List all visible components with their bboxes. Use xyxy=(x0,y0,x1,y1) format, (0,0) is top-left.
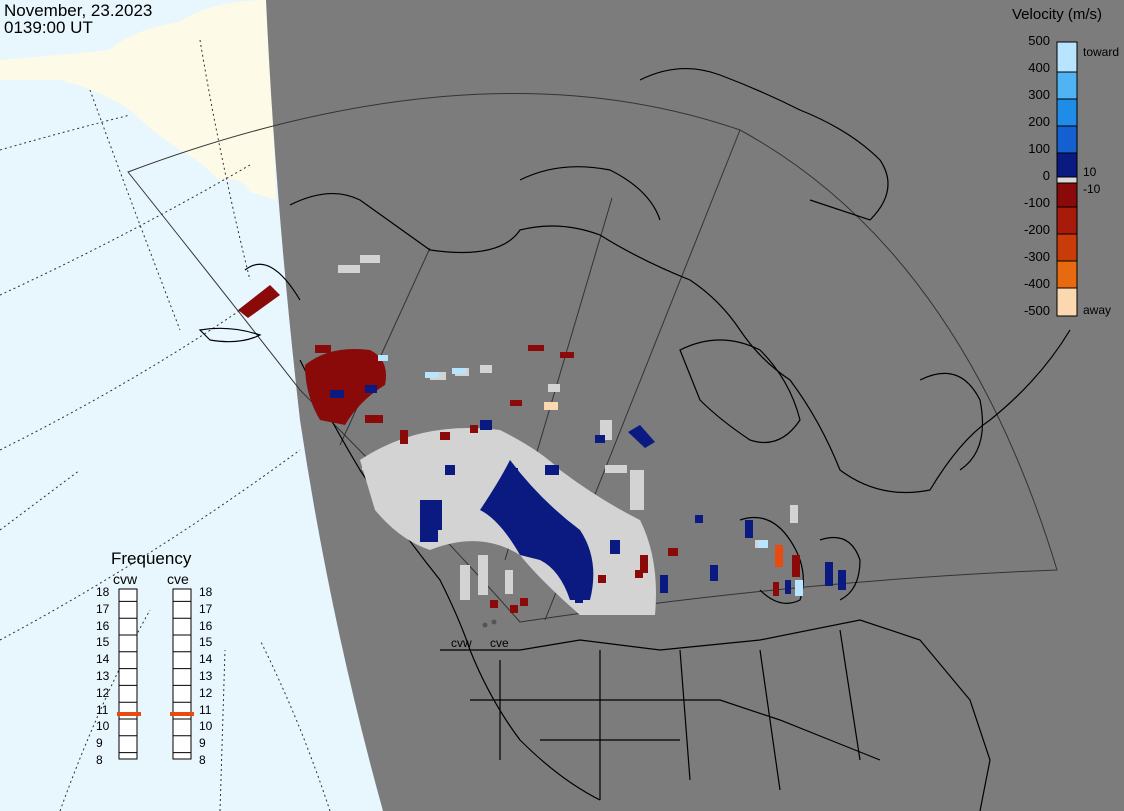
legend-neg-threshold: -10 xyxy=(1083,182,1101,196)
timestamp-date: November, 23.2023 xyxy=(4,1,153,20)
frequency-panel-cvw xyxy=(118,588,138,760)
legend-tick: -400 xyxy=(1023,276,1050,291)
legend-tick: 100 xyxy=(1028,141,1050,156)
frequency-radar-cvw: cvw xyxy=(113,571,138,587)
graticule xyxy=(0,39,331,811)
frequency-radar-cve: cve xyxy=(167,571,189,587)
legend-tick: 500 xyxy=(1028,33,1050,48)
echoes-light-toward xyxy=(378,355,803,596)
echo-orange xyxy=(775,545,783,567)
frequency-marker-cvw xyxy=(117,712,141,716)
frequency-tick-left: 17 xyxy=(96,601,110,616)
frequency-tick-right: 9 xyxy=(199,736,206,751)
frequency-tick-right: 17 xyxy=(199,601,213,616)
legend-pos-threshold: 10 xyxy=(1083,165,1097,179)
legend-title: Velocity (m/s) xyxy=(1012,6,1103,23)
legend-tick: 400 xyxy=(1028,60,1050,75)
legend-tick: -500 xyxy=(1023,303,1050,318)
legend-tick: -100 xyxy=(1023,195,1050,210)
frequency-tick-left: 18 xyxy=(96,585,110,599)
legend-tick: 300 xyxy=(1028,87,1050,102)
frequency-tick-left: 15 xyxy=(96,635,110,650)
frequency-tick-left: 16 xyxy=(96,618,110,633)
echoes-toward xyxy=(330,385,846,603)
frequency-tick-right: 12 xyxy=(199,685,213,700)
legend-tick: -200 xyxy=(1023,222,1050,237)
frequency-tick-left: 10 xyxy=(96,719,110,734)
frequency-tick-left: 11 xyxy=(96,702,109,717)
coastlines xyxy=(198,68,1071,811)
frequency-tick-right: 18 xyxy=(199,585,213,599)
site-cvw-dot xyxy=(482,622,488,628)
land-daylight xyxy=(0,0,276,200)
echoes-away xyxy=(238,285,800,613)
frequency-tick-right: 10 xyxy=(199,719,213,734)
legend-tick: -300 xyxy=(1023,249,1050,264)
timestamp-time: 0139:00 UT xyxy=(4,18,93,37)
legend-toward-label: toward xyxy=(1083,45,1120,59)
frequency-tick-right: 15 xyxy=(199,635,213,650)
legend-away-label: away xyxy=(1083,303,1112,317)
frequency-marker-cve xyxy=(170,712,194,716)
frequency-tick-left: 14 xyxy=(96,652,110,667)
night-region xyxy=(266,0,1124,811)
frequency-tick-right: 16 xyxy=(199,618,213,633)
legend-tick: 200 xyxy=(1028,114,1050,129)
legend-tick: 0 xyxy=(1042,168,1050,183)
velocity-colorbar xyxy=(1056,41,1078,317)
frequency-tick-right: 13 xyxy=(199,669,213,683)
frequency-tick-left: 8 xyxy=(96,753,103,767)
site-cve-dot xyxy=(491,619,497,625)
echo-light-away xyxy=(544,402,558,410)
frequency-title: Frequency xyxy=(111,549,192,568)
frequency-tick-right: 8 xyxy=(199,753,206,767)
frequency-panel-cve xyxy=(172,588,192,760)
site-label-cve: cve xyxy=(490,636,509,650)
frequency-tick-left: 12 xyxy=(96,685,110,700)
frequency-tick-right: 14 xyxy=(199,652,213,667)
frequency-tick-right: 11 xyxy=(199,702,212,717)
site-label-cvw: cvw xyxy=(451,636,472,650)
frequency-tick-left: 9 xyxy=(96,736,103,751)
frequency-tick-left: 13 xyxy=(96,669,110,683)
